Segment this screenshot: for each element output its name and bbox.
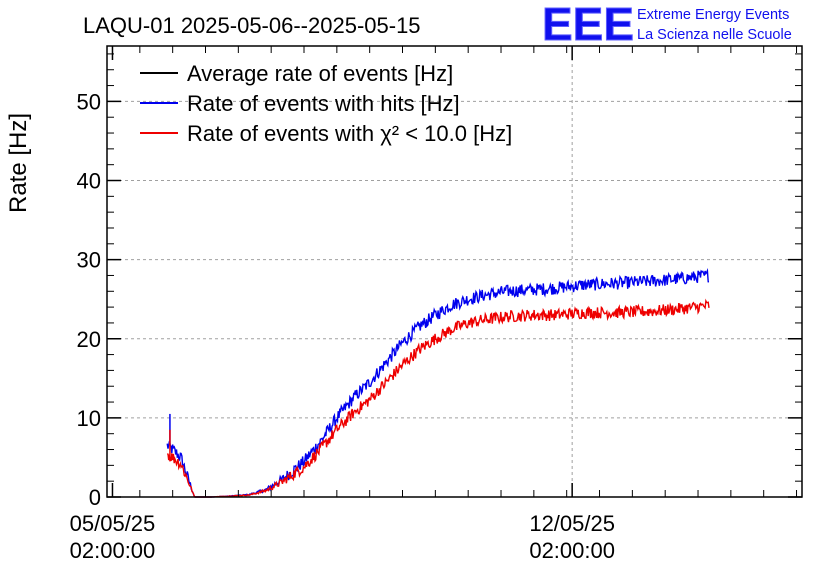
- x-tick-date-label: 05/05/25: [70, 511, 156, 536]
- legend: Average rate of events [Hz] Rate of event…: [140, 61, 512, 146]
- y-tick-label: 40: [77, 169, 101, 194]
- series-line-2: [166, 298, 710, 498]
- y-tick-label: 30: [77, 248, 101, 273]
- y-tick-label: 10: [77, 406, 101, 431]
- tick-labels: 0102030405005/05/2502:00:0012/05/2502:00…: [70, 89, 615, 563]
- x-tick-time-label: 02:00:00: [529, 538, 615, 563]
- legend-label-1: Rate of events with hits [Hz]: [187, 91, 460, 116]
- y-tick-label: 50: [77, 89, 101, 114]
- eee-logo: EEE Extreme Energy Events La Scienza nel…: [542, 0, 792, 51]
- axis-ticks: [107, 46, 802, 498]
- eee-logo-line1: Extreme Energy Events: [637, 7, 789, 23]
- eee-logo-line2: La Scienza nelle Scuole: [637, 27, 792, 43]
- series-layer: [166, 267, 710, 498]
- y-tick-label: 0: [89, 485, 101, 510]
- chart-title: LAQU-01 2025-05-06--2025-05-15: [83, 13, 421, 38]
- legend-label-0: Average rate of events [Hz]: [187, 61, 453, 86]
- y-tick-label: 20: [77, 327, 101, 352]
- legend-label-2: Rate of events with χ² < 10.0 [Hz]: [187, 121, 512, 146]
- x-tick-date-label: 12/05/25: [529, 511, 615, 536]
- series-line-1: [166, 267, 710, 498]
- plot-frame: [106, 45, 803, 498]
- eee-logo-mark: EEE: [542, 0, 634, 50]
- y-axis-title: Rate [Hz]: [5, 113, 32, 213]
- grid-lines: [107, 46, 802, 497]
- x-tick-time-label: 02:00:00: [70, 538, 156, 563]
